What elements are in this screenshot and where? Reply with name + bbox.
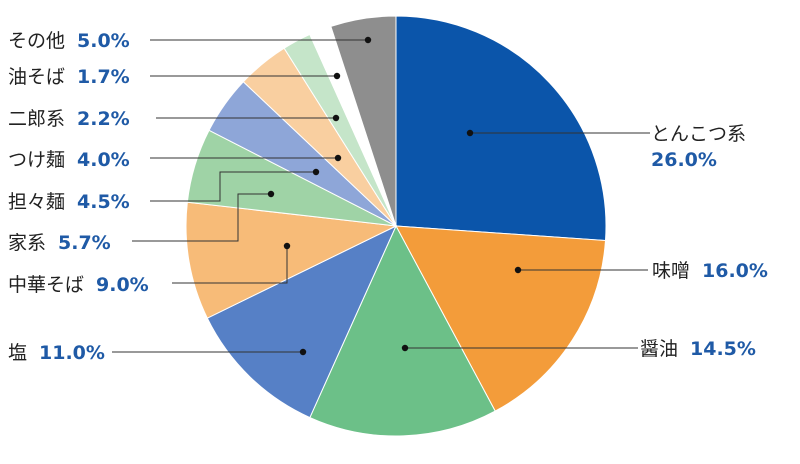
slice-3-label-name: 醤油: [640, 338, 678, 360]
slice-1-label-value: 26.0%: [651, 149, 717, 171]
slice-7-label-value: 4.5%: [77, 191, 130, 213]
slice-7-leader-line: [150, 171, 316, 202]
slice-6-label-name: 家系: [8, 232, 46, 254]
slice-8-leader-dot: [334, 154, 342, 162]
slice-4-label-value: 11.0%: [39, 342, 105, 364]
slice-10-label-value: 1.7%: [77, 66, 130, 88]
slice-3-leader-dot: [401, 344, 409, 352]
slice-4-label-name: 塩: [8, 342, 27, 364]
slice-4-leader-dot: [299, 348, 307, 356]
slice-4-wedge: [206, 224, 398, 419]
slice-10-leader-dot: [333, 72, 341, 80]
slice-9-leader-dot: [332, 114, 340, 122]
slice-8-label-name: つけ麺: [8, 149, 65, 171]
slice-5-label-name: 中華そば: [8, 274, 84, 296]
slice-9-label-name: 二郎系: [8, 108, 65, 130]
slice-11-wedge: [330, 15, 397, 227]
slice-2-label-value: 16.0%: [702, 260, 768, 282]
slice-6-leader-line: [132, 193, 271, 242]
slice-11-label-name: その他: [8, 30, 65, 52]
slice-10-label-name: 油そば: [8, 66, 65, 88]
slice-11-leader-dot: [364, 36, 372, 44]
slice-6-leader-dot: [267, 190, 275, 198]
slice-3-label-value: 14.5%: [690, 338, 756, 360]
slice-9-label-value: 2.2%: [77, 108, 130, 130]
slice-8-label-value: 4.0%: [77, 149, 130, 171]
slice-11-label-value: 5.0%: [77, 30, 130, 52]
slice-7-leader-dot: [312, 168, 320, 176]
leader-lines: [112, 36, 650, 356]
slice-5-label-value: 9.0%: [96, 274, 149, 296]
slice-5-leader-dot: [283, 242, 291, 250]
pie-slices: [185, 15, 607, 437]
slice-6-label-value: 5.7%: [58, 232, 111, 254]
slice-2-label-name: 味噌: [652, 260, 690, 282]
slice-1-label-name: とんこつ系: [651, 123, 746, 145]
slice-5-leader-line: [172, 246, 288, 284]
slice-labels: とんこつ系 26.0% 味噌 16.0% 醤油 14.5% 塩 11.0% 中華そば 9.0% 家系…: [8, 30, 768, 364]
slice-1-leader-dot: [466, 129, 474, 137]
slice-3-wedge: [309, 224, 496, 437]
slice-1-wedge: [395, 15, 607, 242]
slice-2-wedge: [395, 225, 607, 412]
slice-2-leader-dot: [514, 266, 522, 274]
slice-7-label-name: 担々麺: [8, 191, 65, 213]
